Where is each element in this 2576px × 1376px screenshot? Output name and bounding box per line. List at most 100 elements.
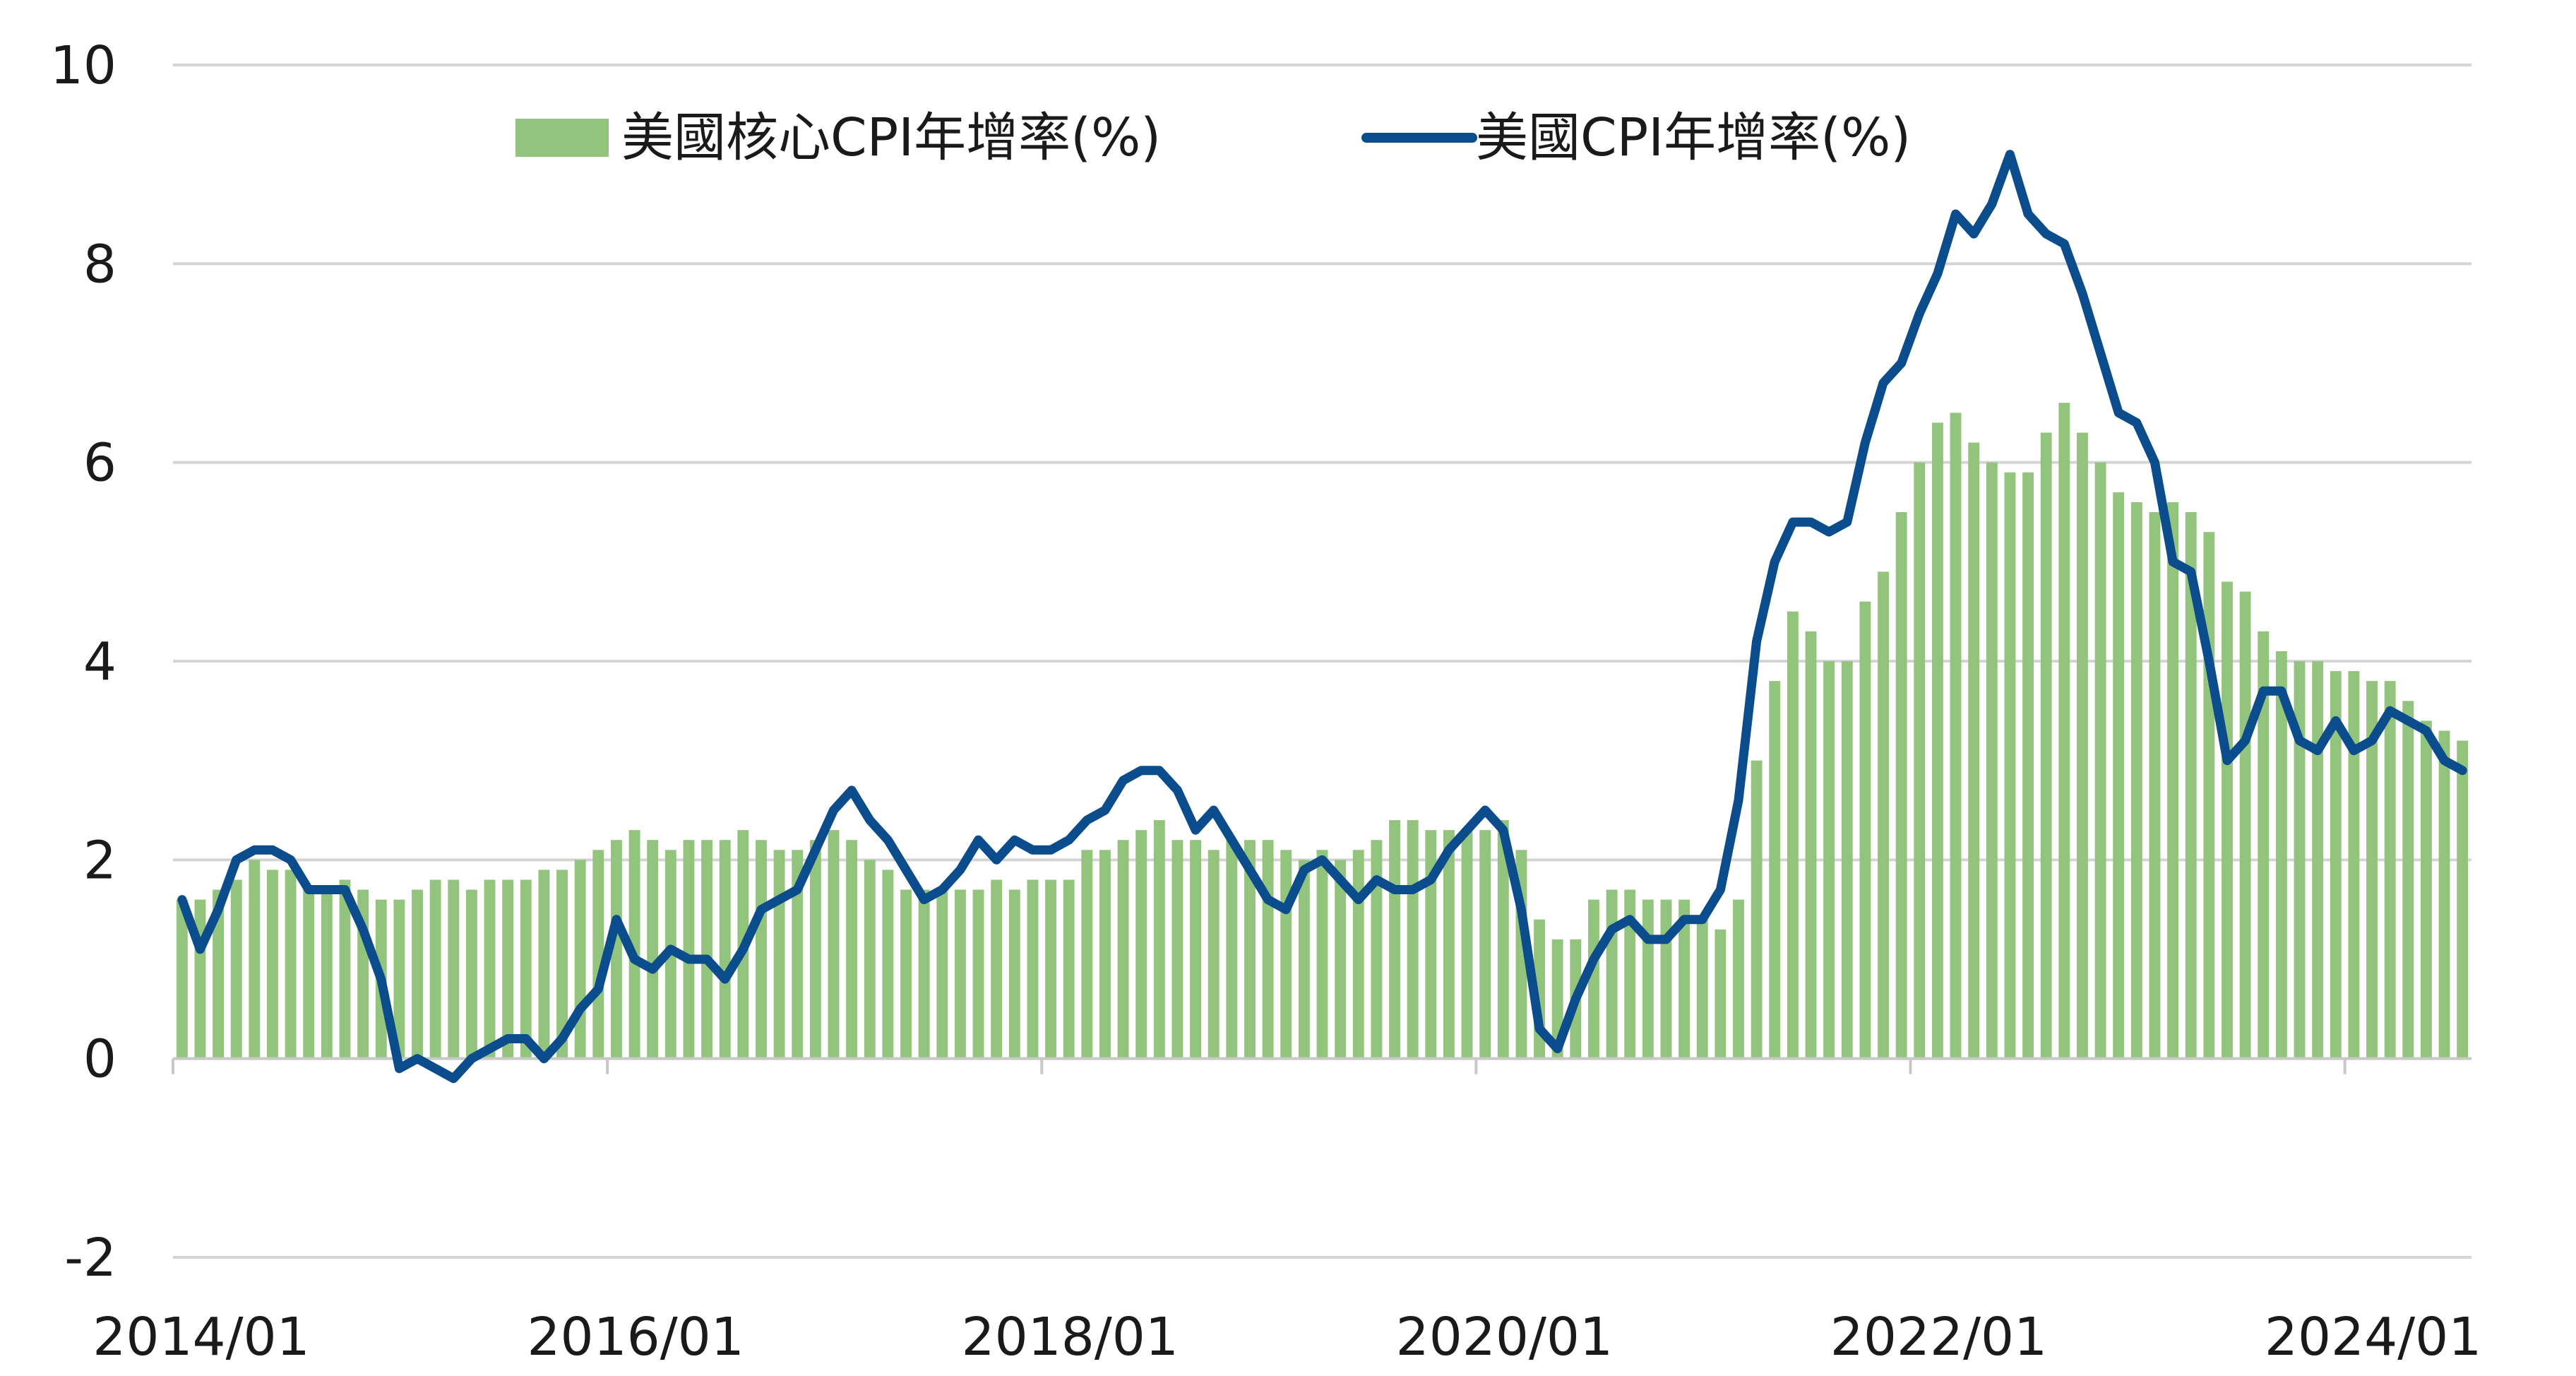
bar-core-cpi xyxy=(1153,820,1165,1059)
bar-core-cpi xyxy=(1461,830,1473,1059)
bar-core-cpi xyxy=(918,889,930,1059)
bar-core-cpi xyxy=(2113,492,2125,1059)
bar-core-cpi xyxy=(1280,850,1292,1059)
bar-core-cpi xyxy=(2130,502,2142,1059)
bar-core-cpi xyxy=(1497,820,1509,1059)
bar-core-cpi xyxy=(773,850,785,1059)
bar-core-cpi xyxy=(393,899,405,1059)
bar-core-cpi xyxy=(2077,432,2088,1059)
bar-core-cpi xyxy=(556,870,568,1059)
bar-core-cpi xyxy=(2312,661,2324,1059)
bar-core-cpi xyxy=(520,879,532,1059)
x-tick-label: 2024/01 xyxy=(2265,1307,2481,1368)
bar-core-cpi xyxy=(1045,879,1056,1059)
bar-core-cpi xyxy=(1208,850,1220,1059)
bar-core-cpi xyxy=(2330,671,2342,1059)
bar-core-cpi xyxy=(249,860,261,1059)
bar-core-cpi xyxy=(1642,899,1654,1059)
bar-core-cpi xyxy=(303,889,315,1059)
bar-core-cpi xyxy=(2203,532,2215,1059)
bar-core-cpi xyxy=(194,899,206,1059)
bar-core-cpi xyxy=(2040,432,2052,1059)
bar-core-cpi xyxy=(936,889,948,1059)
bar-core-cpi xyxy=(628,830,640,1059)
bar-core-cpi xyxy=(267,870,278,1059)
bar-core-cpi xyxy=(2094,462,2106,1059)
y-tick-label: -2 xyxy=(64,1228,117,1288)
bar-core-cpi xyxy=(809,840,821,1059)
bar-core-cpi xyxy=(2058,403,2070,1059)
bar-core-cpi xyxy=(1081,850,1093,1059)
bar-core-cpi xyxy=(1805,631,1817,1059)
bar-core-cpi xyxy=(954,889,966,1059)
y-axis-tick-labels: -2 0 2 4 6 8 10 xyxy=(50,35,117,1288)
x-axis xyxy=(172,1057,2471,1074)
grid-layer xyxy=(173,64,2471,1259)
bar-core-cpi xyxy=(1389,820,1400,1059)
line-cpi xyxy=(177,150,2467,1084)
bar-core-cpi xyxy=(502,879,514,1059)
bar-core-cpi xyxy=(1841,661,1853,1059)
bar-core-cpi xyxy=(1190,840,1202,1059)
bar-core-cpi xyxy=(1715,929,1727,1059)
bar-core-cpi xyxy=(719,840,731,1059)
y-tick-label: 0 xyxy=(83,1029,117,1090)
bar-core-cpi xyxy=(1588,899,1599,1059)
bar-core-cpi xyxy=(1733,899,1744,1059)
x-tick-label: 2016/01 xyxy=(527,1307,744,1368)
bar-core-cpi xyxy=(2004,472,2016,1059)
bar-core-cpi xyxy=(991,879,1003,1059)
legend-swatch-core-cpi xyxy=(515,119,609,157)
bar-core-cpi xyxy=(2258,631,2270,1059)
legend: 美國核心CPI年增率(%) 美國CPI年增率(%) xyxy=(515,107,1911,168)
bar-core-cpi xyxy=(2294,661,2306,1059)
x-tick-label: 2020/01 xyxy=(1396,1307,1613,1368)
bar-core-cpi xyxy=(1135,830,1147,1059)
bar-core-cpi xyxy=(230,879,242,1059)
bar-core-cpi xyxy=(321,889,333,1059)
bar-core-cpi xyxy=(448,879,460,1059)
bar-core-cpi xyxy=(2384,681,2396,1059)
bar-core-cpi xyxy=(882,870,894,1059)
bar-core-cpi xyxy=(792,850,804,1059)
bar-core-cpi xyxy=(1696,919,1708,1059)
y-tick-label: 8 xyxy=(83,234,117,295)
legend-label-core-cpi: 美國核心CPI年增率(%) xyxy=(621,107,1161,168)
bar-core-cpi xyxy=(2348,671,2360,1059)
bar-core-cpi xyxy=(1027,879,1039,1059)
bar-core-cpi xyxy=(701,840,713,1059)
bar-core-cpi xyxy=(176,899,188,1059)
bar-core-cpi xyxy=(1117,840,1129,1059)
bar-core-cpi xyxy=(828,830,840,1059)
bar-core-cpi xyxy=(538,870,550,1059)
bar-core-cpi xyxy=(1063,879,1075,1059)
y-tick-label: 4 xyxy=(83,631,117,692)
bar-core-cpi xyxy=(2222,581,2233,1059)
bar-core-cpi xyxy=(213,889,225,1059)
bar-core-cpi xyxy=(429,879,441,1059)
bar-core-cpi xyxy=(1895,512,1907,1059)
bar-core-cpi xyxy=(1099,850,1111,1059)
bar-core-cpi xyxy=(2402,701,2414,1059)
bar-core-cpi xyxy=(1606,889,1618,1059)
bar-core-cpi xyxy=(2167,502,2179,1059)
bar-core-cpi xyxy=(1008,889,1020,1059)
bar-core-cpi xyxy=(1298,860,1310,1059)
bar-core-cpi xyxy=(1479,830,1491,1059)
bar-core-cpi xyxy=(1371,840,1383,1059)
bar-core-cpi xyxy=(2275,651,2287,1059)
y-tick-label: 10 xyxy=(50,35,117,96)
x-tick-label: 2022/01 xyxy=(1830,1307,2047,1368)
bar-core-cpi xyxy=(1352,850,1364,1059)
bar-core-cpi xyxy=(610,840,622,1059)
bar-core-cpi xyxy=(1914,462,1926,1059)
bar-core-cpi xyxy=(285,870,297,1059)
bar-core-cpi xyxy=(1244,840,1256,1059)
bar-core-cpi xyxy=(1751,760,1763,1059)
bar-core-cpi xyxy=(1226,840,1238,1059)
legend-label-cpi: 美國CPI年增率(%) xyxy=(1476,107,1911,168)
bar-core-cpi xyxy=(1171,840,1183,1059)
bar-core-cpi xyxy=(972,889,984,1059)
